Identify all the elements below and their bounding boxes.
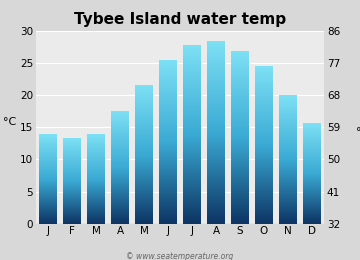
Y-axis label: °C: °C [4, 118, 17, 127]
Y-axis label: °F: °F [356, 127, 360, 137]
Title: Tybee Island water temp: Tybee Island water temp [74, 12, 286, 27]
Text: © www.seatemperature.org: © www.seatemperature.org [126, 252, 234, 260]
